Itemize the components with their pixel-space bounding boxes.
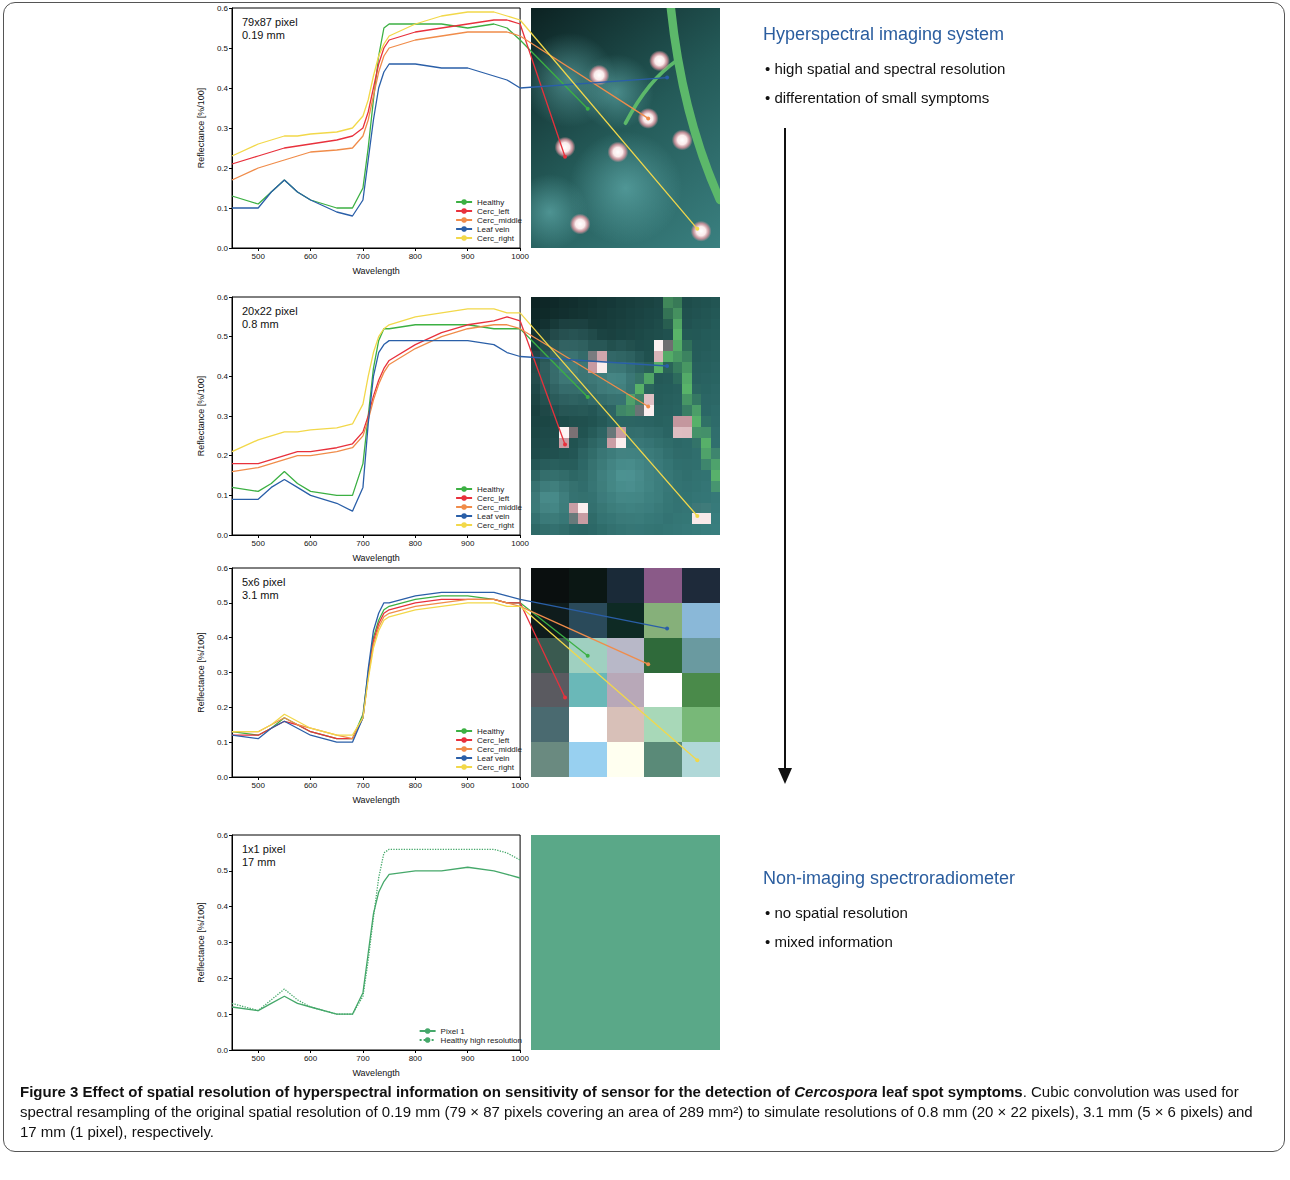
- svg-text:Pixel 1: Pixel 1: [441, 1027, 466, 1036]
- svg-text:0.6: 0.6: [217, 564, 229, 573]
- svg-text:Healthy: Healthy: [477, 198, 504, 207]
- svg-text:Wavelength: Wavelength: [352, 553, 399, 563]
- svg-text:800: 800: [409, 539, 423, 548]
- html-text:Figure 3 Effect of spatial res: Figure 3 Effect of spatial resolution of…: [20, 1083, 1253, 1140]
- svg-text:Cerc_middle: Cerc_middle: [477, 216, 522, 225]
- svg-text:600: 600: [304, 781, 318, 790]
- svg-text:700: 700: [356, 1054, 370, 1063]
- svg-text:Cerc_right: Cerc_right: [477, 234, 515, 243]
- svg-text:500: 500: [252, 781, 266, 790]
- svg-text:3.1 mm: 3.1 mm: [242, 589, 279, 601]
- html-text:Non-imaging spectroradiometer: Non-imaging spectroradiometer: [763, 868, 1016, 888]
- svg-text:Reflectance [%/100]: Reflectance [%/100]: [196, 88, 206, 169]
- svg-text:17 mm: 17 mm: [242, 856, 276, 868]
- svg-text:Cerc_right: Cerc_right: [477, 763, 515, 772]
- svg-text:5x6 pixel: 5x6 pixel: [242, 576, 285, 588]
- svg-text:0.19 mm: 0.19 mm: [242, 29, 285, 41]
- svg-text:79x87 pixel: 79x87 pixel: [242, 16, 298, 28]
- svg-text:800: 800: [409, 781, 423, 790]
- svg-text:700: 700: [356, 781, 370, 790]
- svg-text:Cerc_left: Cerc_left: [477, 736, 510, 745]
- svg-text:500: 500: [252, 539, 266, 548]
- svg-text:0.6: 0.6: [217, 831, 229, 840]
- svg-text:0.3: 0.3: [217, 124, 229, 133]
- svg-text:0.1: 0.1: [217, 738, 229, 747]
- svg-text:0.3: 0.3: [217, 938, 229, 947]
- svg-text:Wavelength: Wavelength: [352, 266, 399, 276]
- svg-text:0.5: 0.5: [217, 332, 229, 341]
- svg-text:0.4: 0.4: [217, 84, 229, 93]
- svg-text:20x22 pixel: 20x22 pixel: [242, 305, 298, 317]
- svg-text:0.0: 0.0: [217, 773, 229, 782]
- svg-text:900: 900: [461, 1054, 475, 1063]
- svg-text:0.4: 0.4: [217, 633, 229, 642]
- svg-text:0.4: 0.4: [217, 372, 229, 381]
- svg-text:0.3: 0.3: [217, 668, 229, 677]
- svg-text:0.8 mm: 0.8 mm: [242, 318, 279, 330]
- svg-text:Cerc_left: Cerc_left: [477, 494, 510, 503]
- svg-text:0.2: 0.2: [217, 974, 229, 983]
- svg-text:0.5: 0.5: [217, 598, 229, 607]
- svg-text:0.1: 0.1: [217, 204, 229, 213]
- html-text:• no spatial resolution: • no spatial resolution: [765, 904, 908, 921]
- svg-text:1000: 1000: [511, 252, 529, 261]
- svg-text:Wavelength: Wavelength: [352, 795, 399, 805]
- svg-text:800: 800: [409, 252, 423, 261]
- svg-text:0.5: 0.5: [217, 866, 229, 875]
- svg-text:Leaf vein: Leaf vein: [477, 225, 509, 234]
- html-text:• differentation of small symp: • differentation of small symptoms: [765, 89, 990, 106]
- svg-text:1000: 1000: [511, 1054, 529, 1063]
- svg-text:Healthy: Healthy: [477, 485, 504, 494]
- svg-text:800: 800: [409, 1054, 423, 1063]
- svg-text:700: 700: [356, 539, 370, 548]
- svg-text:Reflectance [%/100]: Reflectance [%/100]: [196, 902, 206, 983]
- svg-text:500: 500: [252, 1054, 266, 1063]
- svg-text:500: 500: [252, 252, 266, 261]
- html-text:• mixed information: • mixed information: [765, 933, 893, 950]
- html-text:Hyperspectral imaging system: Hyperspectral imaging system: [763, 24, 1005, 44]
- svg-text:Wavelength: Wavelength: [352, 1068, 399, 1078]
- svg-text:Reflectance [%/100]: Reflectance [%/100]: [196, 376, 206, 457]
- svg-text:700: 700: [356, 252, 370, 261]
- svg-text:0.6: 0.6: [217, 4, 229, 13]
- svg-text:600: 600: [304, 539, 318, 548]
- svg-text:0.0: 0.0: [217, 1046, 229, 1055]
- svg-text:0.2: 0.2: [217, 703, 229, 712]
- svg-text:Cerc_left: Cerc_left: [477, 207, 510, 216]
- svg-text:0.2: 0.2: [217, 451, 229, 460]
- svg-text:0.3: 0.3: [217, 412, 229, 421]
- html-text:• high spatial and spectral re: • high spatial and spectral resolution: [765, 60, 1006, 77]
- svg-text:900: 900: [461, 252, 475, 261]
- svg-text:0.6: 0.6: [217, 293, 229, 302]
- svg-text:0.2: 0.2: [217, 164, 229, 173]
- svg-text:900: 900: [461, 781, 475, 790]
- svg-text:1000: 1000: [511, 781, 529, 790]
- svg-text:0.5: 0.5: [217, 44, 229, 53]
- svg-text:Cerc_right: Cerc_right: [477, 521, 515, 530]
- svg-text:Cerc_middle: Cerc_middle: [477, 503, 522, 512]
- svg-text:Leaf vein: Leaf vein: [477, 754, 509, 763]
- svg-text:0.0: 0.0: [217, 531, 229, 540]
- svg-text:Cerc_middle: Cerc_middle: [477, 745, 522, 754]
- svg-text:600: 600: [304, 1054, 318, 1063]
- svg-text:Leaf vein: Leaf vein: [477, 512, 509, 521]
- svg-text:0.0: 0.0: [217, 244, 229, 253]
- svg-text:1x1 pixel: 1x1 pixel: [242, 843, 285, 855]
- svg-text:Reflectance [%/100]: Reflectance [%/100]: [196, 632, 206, 713]
- svg-text:1000: 1000: [511, 539, 529, 548]
- svg-text:Healthy high resolution: Healthy high resolution: [441, 1036, 522, 1045]
- svg-text:Healthy: Healthy: [477, 727, 504, 736]
- svg-text:0.1: 0.1: [217, 491, 229, 500]
- svg-text:600: 600: [304, 252, 318, 261]
- svg-text:0.4: 0.4: [217, 902, 229, 911]
- svg-text:900: 900: [461, 539, 475, 548]
- svg-text:0.1: 0.1: [217, 1010, 229, 1019]
